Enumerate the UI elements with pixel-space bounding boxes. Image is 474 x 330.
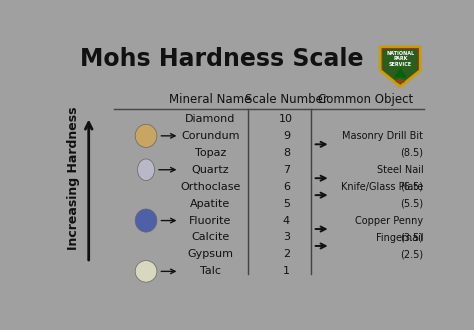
Text: Scale Number: Scale Number [245, 93, 328, 106]
Text: 5: 5 [283, 199, 290, 209]
Text: Diamond: Diamond [185, 114, 236, 124]
Text: Knife/Glass Plate: Knife/Glass Plate [341, 182, 423, 192]
Text: Fingernail: Fingernail [376, 233, 423, 243]
Ellipse shape [135, 124, 157, 148]
Text: 10: 10 [279, 114, 293, 124]
Text: 1: 1 [283, 266, 290, 276]
Text: Apatite: Apatite [190, 199, 230, 209]
Text: (2.5): (2.5) [401, 249, 423, 259]
Text: Topaz: Topaz [195, 148, 226, 158]
Text: 2: 2 [283, 249, 290, 259]
Text: 3: 3 [283, 233, 290, 243]
Text: Gypsum: Gypsum [187, 249, 233, 259]
Text: Quartz: Quartz [191, 165, 229, 175]
Text: Steel Nail: Steel Nail [377, 165, 423, 175]
Text: (3.5): (3.5) [401, 232, 423, 242]
Ellipse shape [137, 159, 155, 181]
Text: Talc: Talc [200, 266, 221, 276]
Text: NATIONAL
PARK
SERVICE: NATIONAL PARK SERVICE [386, 50, 414, 67]
Text: 9: 9 [283, 131, 290, 141]
Polygon shape [394, 68, 406, 77]
Ellipse shape [135, 209, 157, 232]
Ellipse shape [396, 79, 405, 83]
Ellipse shape [135, 261, 157, 282]
Text: Fluorite: Fluorite [189, 215, 232, 225]
Text: (8.5): (8.5) [401, 148, 423, 157]
Polygon shape [383, 49, 418, 84]
Text: Corundum: Corundum [181, 131, 240, 141]
Text: Copper Penny: Copper Penny [356, 216, 423, 226]
Text: 6: 6 [283, 182, 290, 192]
Text: Mohs Hardness Scale: Mohs Hardness Scale [80, 47, 364, 71]
Text: Calcite: Calcite [191, 233, 229, 243]
Text: (6.5): (6.5) [401, 181, 423, 191]
Text: Masonry Drill Bit: Masonry Drill Bit [343, 131, 423, 141]
Text: 4: 4 [283, 215, 290, 225]
Text: 8: 8 [283, 148, 290, 158]
Text: Orthoclase: Orthoclase [180, 182, 241, 192]
Text: Increasing Hardness: Increasing Hardness [67, 107, 80, 250]
Text: (5.5): (5.5) [401, 198, 423, 208]
Polygon shape [380, 47, 420, 86]
Text: 7: 7 [283, 165, 290, 175]
Text: Common Object: Common Object [318, 93, 413, 106]
Text: Mineral Name: Mineral Name [169, 93, 252, 106]
